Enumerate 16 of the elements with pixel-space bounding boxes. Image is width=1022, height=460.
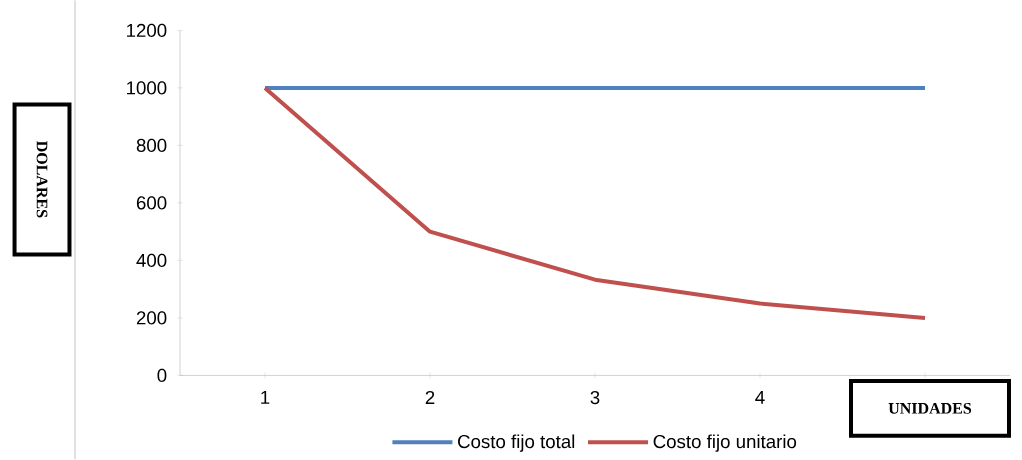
x-axis-title: UNIDADES — [888, 403, 972, 414]
y-tick-label: 600 — [136, 196, 167, 210]
y-tick-label: 800 — [136, 138, 167, 153]
x-tick-label: 4 — [755, 391, 765, 404]
y-tick-label: 1200 — [127, 23, 167, 38]
line-series — [262, 86, 928, 320]
legend-label: Costo fijo unitario — [653, 434, 797, 452]
y-axis-title: DOLARES — [36, 141, 48, 218]
y-tick-label: 1000 — [127, 81, 167, 95]
y-tick-label: 200 — [136, 311, 167, 325]
x-tick-label: 3 — [590, 391, 600, 405]
legend-label: Costo fijo total — [458, 434, 575, 452]
x-tick-label: 1 — [261, 391, 270, 404]
y-tick-label: 0 — [157, 368, 167, 383]
x-tick-label: 2 — [425, 391, 435, 405]
y-tick-label: 400 — [136, 253, 167, 268]
